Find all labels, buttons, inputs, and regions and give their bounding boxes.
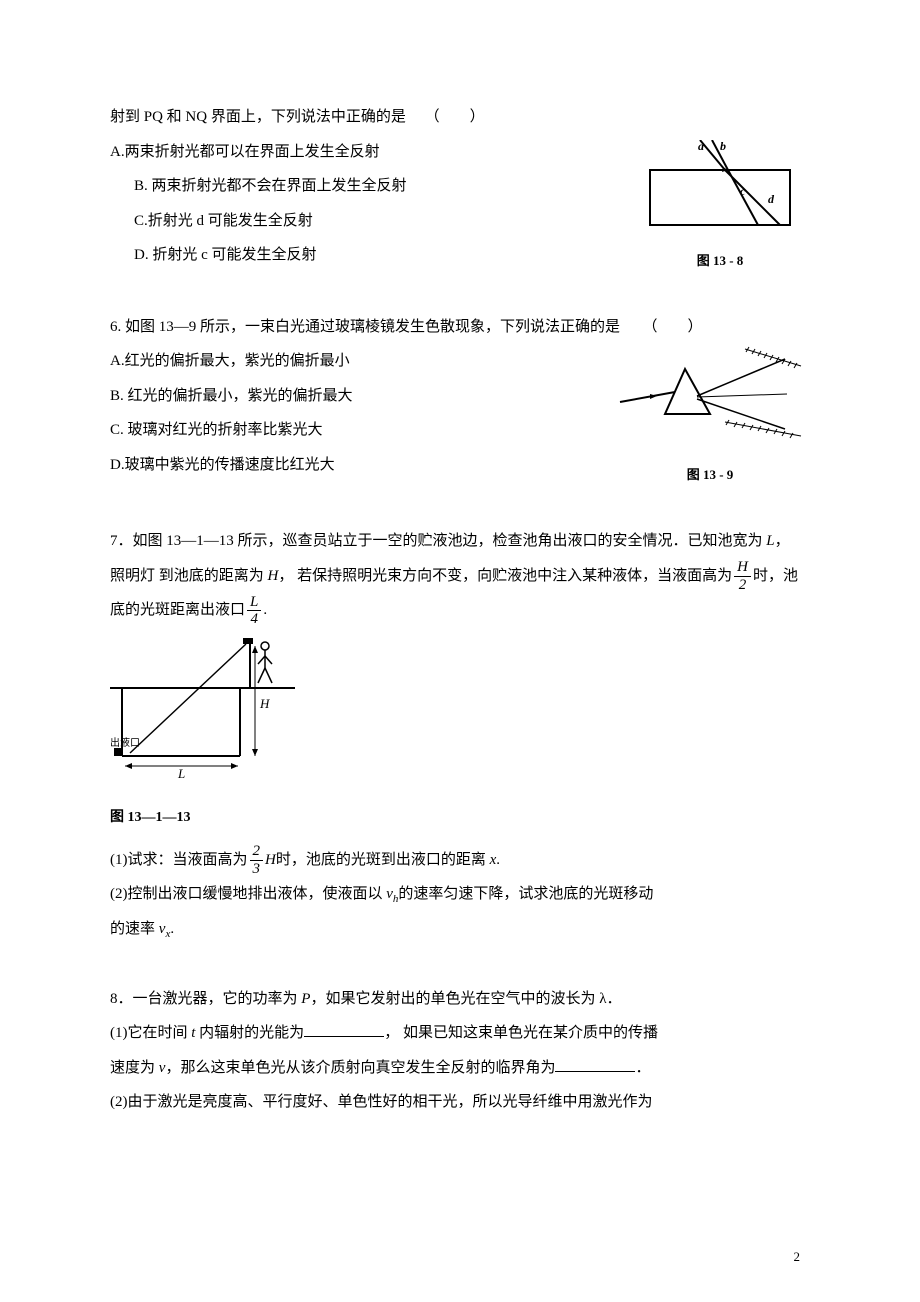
q7-frac-h2: H2 — [734, 559, 751, 593]
blank-critical-angle — [555, 1056, 635, 1072]
q6-stem-line: 6. 如图 13—9 所示，一束白光通过玻璃棱镜发生色散现象，下列说法正确的是 … — [110, 310, 810, 345]
question-5: 射到 PQ 和 NQ 界面上，下列说法中正确的是 （ ） A.两束折射光都可以在… — [110, 100, 810, 276]
q6-stem-text: 6. 如图 13—9 所示，一束白光通过玻璃棱镜发生色散现象，下列说法正确的是 — [110, 319, 620, 335]
q6-figure-caption: 图 13 - 9 — [610, 460, 810, 490]
svg-text:H: H — [259, 696, 270, 711]
q7-frac-l4-den: 4 — [247, 611, 261, 628]
q7-figure: H L 出液口 — [110, 638, 810, 797]
q6-paren: （ ） — [643, 319, 703, 335]
svg-text:b: b — [720, 140, 726, 153]
question-6: 6. 如图 13—9 所示，一束白光通过玻璃棱镜发生色散现象，下列说法正确的是 … — [110, 310, 810, 490]
page-number: 2 — [794, 1242, 801, 1272]
q7-p1b: L — [766, 533, 774, 549]
q8-1e: 速度为 — [110, 1060, 159, 1076]
question-8: 8．一台激光器，它的功率为 P，如果它发射出的单色光在空气中的波长为 λ． (1… — [110, 982, 810, 1120]
q5-stem-line: 射到 PQ 和 NQ 界面上，下列说法中正确的是 （ ） — [110, 100, 630, 135]
q7-s2b: v — [386, 886, 393, 902]
q8-1h: ． — [635, 1060, 650, 1076]
q7-frac-h2-den: 2 — [734, 577, 751, 594]
q8-sub2: (2)由于激光是亮度高、平行度好、单色性好的相干光，所以光导纤维中用激光作为 — [110, 1085, 810, 1120]
svg-text:c: c — [740, 184, 746, 198]
blank-energy — [304, 1021, 384, 1037]
q5-figure: a b c d 图 13 - 8 — [630, 140, 810, 276]
q5-figure-caption: 图 13 - 8 — [630, 246, 810, 276]
q7-p2c: ， 若保持照明光束方向不变，向贮液池中注入某种液体，当液面高为 — [278, 568, 732, 584]
q8-sub1-line2: 速度为 v，那么这束单色光从该介质射向真空发生全反射的临界角为． — [110, 1051, 810, 1086]
q7-s1e: . — [496, 852, 500, 868]
q7-sub1: (1)试求：当液面高为23H时，池底的光斑到出液口的距离 x. — [110, 843, 810, 878]
q8-sa: 8．一台激光器，它的功率为 — [110, 991, 301, 1007]
q5-paren: （ ） — [425, 109, 485, 125]
q6-option-d: D.玻璃中紫光的传播速度比红光大 — [110, 448, 610, 483]
q6-figure: 图 13 - 9 — [610, 344, 810, 490]
prism-rectangle-diagram: a b c d — [640, 140, 800, 240]
q7-p3a: 底的光斑距离出液口 — [110, 602, 245, 618]
question-7: 7．如图 13—1—13 所示，巡查员站立于一空的贮液池边，检查池角出液口的安全… — [110, 524, 810, 947]
q6-option-a: A.红光的偏折最大，紫光的偏折最小 — [110, 344, 610, 379]
prism-dispersion-diagram — [615, 344, 805, 454]
svg-text:出液口: 出液口 — [110, 736, 140, 749]
q7-p2b: H — [268, 568, 279, 584]
q7-s2c: 的速率匀速下降，试求池底的光斑移动 — [398, 886, 653, 902]
q8-1g: ，那么这束单色光从该介质射向真空发生全反射的临界角为 — [165, 1060, 555, 1076]
q7-s1b: H — [265, 852, 276, 868]
q5-stem-text: 射到 PQ 和 NQ 界面上，下列说法中正确的是 — [110, 109, 406, 125]
q8-sub1-line1: (1)它在时间 t 内辐射的光能为， 如果已知这束单色光在某介质中的传播 — [110, 1016, 810, 1051]
q7-s2a: (2)控制出液口缓慢地排出液体，使液面以 — [110, 886, 386, 902]
q7-p2d: 时，池 — [753, 568, 798, 584]
q7-sub2-line2: 的速率 vx. — [110, 912, 810, 947]
q7-frac-23: 23 — [250, 843, 264, 877]
q5-option-a: A.两束折射光都可以在界面上发生全反射 — [110, 135, 630, 170]
q7-s1c: 时，池底的光斑到出液口的距离 — [276, 852, 490, 868]
q7-stem-line3: 底的光斑距离出液口L4. — [110, 593, 810, 628]
q7-frac-23-num: 2 — [250, 843, 264, 861]
q5-option-d: D. 折射光 c 可能发生全反射 — [110, 238, 630, 273]
q7-p2a: 照明灯 到池底的距离为 — [110, 568, 268, 584]
q7-p1c: ， — [775, 533, 790, 549]
q7-figure-caption: 图 13—1—13 — [110, 802, 810, 834]
q8-1d: ， 如果已知这束单色光在某介质中的传播 — [384, 1025, 658, 1041]
q8-1a: (1)它在时间 — [110, 1025, 191, 1041]
q6-option-c: C. 玻璃对红光的折射率比紫光大 — [110, 413, 610, 448]
q8-1c: 内辐射的光能为 — [195, 1025, 304, 1041]
q7-frac-l4-num: L — [247, 594, 261, 612]
q7-p3b: . — [263, 602, 267, 618]
q7-frac-h2-num: H — [734, 559, 751, 577]
svg-text:a: a — [698, 140, 704, 153]
q7-stem-line2: 照明灯 到池底的距离为 H， 若保持照明光束方向不变，向贮液池中注入某种液体，当… — [110, 559, 810, 594]
q7-s2d: 的速率 — [110, 921, 159, 937]
q6-option-b: B. 红光的偏折最小，紫光的偏折最大 — [110, 379, 610, 414]
q7-sub2-line1: (2)控制出液口缓慢地排出液体，使液面以 vh的速率匀速下降，试求池底的光斑移动 — [110, 877, 810, 912]
q5-option-c: C.折射光 d 可能发生全反射 — [110, 204, 630, 239]
q7-s1a: (1)试求：当液面高为 — [110, 852, 248, 868]
q7-frac-23-den: 3 — [250, 861, 264, 878]
q8-sc: ，如果它发射出的单色光在空气中的波长为 λ． — [310, 991, 621, 1007]
svg-text:d: d — [768, 192, 775, 206]
pool-diagram: H L 出液口 — [110, 638, 295, 783]
q5-option-b: B. 两束折射光都不会在界面上发生全反射 — [110, 169, 630, 204]
q7-s2f: . — [170, 921, 174, 937]
q8-stem: 8．一台激光器，它的功率为 P，如果它发射出的单色光在空气中的波长为 λ． — [110, 982, 810, 1017]
q7-stem-line1: 7．如图 13—1—13 所示，巡查员站立于一空的贮液池边，检查池角出液口的安全… — [110, 524, 810, 559]
q7-frac-l4: L4 — [247, 594, 261, 628]
svg-text:L: L — [177, 766, 185, 781]
q7-p1a: 7．如图 13—1—13 所示，巡查员站立于一空的贮液池边，检查池角出液口的安全… — [110, 533, 766, 549]
